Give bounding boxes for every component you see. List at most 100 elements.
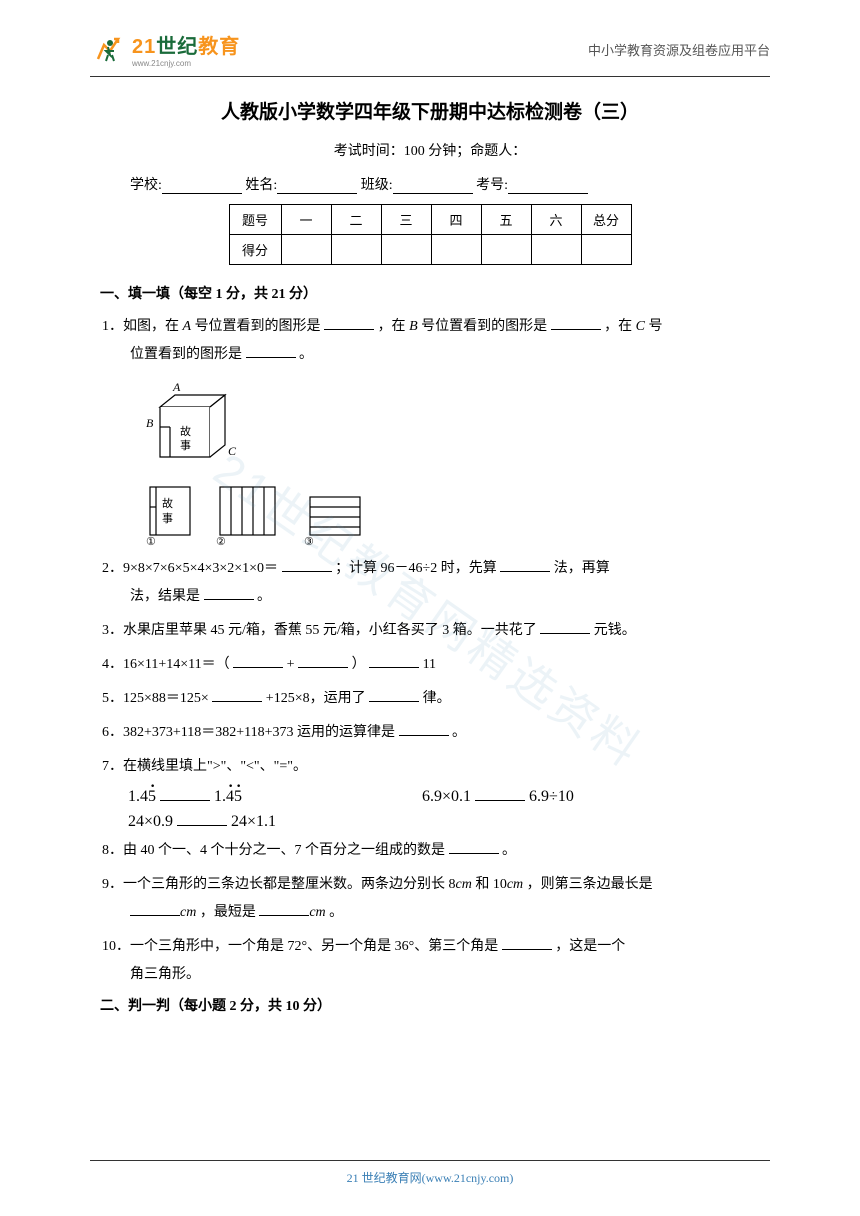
logo-text: 21世纪教育 www.21cnjy.com — [132, 30, 240, 68]
q2-b: ；计算 96－46÷2 时，先算 — [335, 561, 497, 576]
q10-a: 10．一个三角形中，一个角是 72°、另一个角是 36°、第三个角是 — [102, 939, 498, 954]
name-blank[interactable] — [277, 178, 357, 194]
q5-blank1[interactable] — [212, 688, 262, 702]
id-blank[interactable] — [508, 178, 588, 194]
question-6: 6．382+373+118＝382+118+373 运用的运算律是 。 — [100, 719, 760, 747]
q1-period: 。 — [299, 347, 313, 362]
document-subtitle: 考试时间：100 分钟；命题人： — [100, 140, 760, 160]
td-score-label: 得分 — [229, 235, 281, 265]
q8-a: 8．由 40 个一、4 个十分之一、7 个百分之一组成的数是 — [102, 843, 445, 858]
q10-blank1[interactable] — [502, 936, 552, 950]
question-5: 5．125×88＝125× +125×8，运用了 律。 — [100, 685, 760, 713]
logo-icon — [90, 31, 126, 67]
q7-blank2[interactable] — [475, 787, 525, 801]
svg-text:C: C — [228, 444, 237, 458]
q4-blank3[interactable] — [369, 654, 419, 668]
th-1: 一 — [281, 205, 331, 235]
q2-period: 。 — [257, 589, 271, 604]
q5-blank2[interactable] — [369, 688, 419, 702]
logo-url: www.21cnjy.com — [132, 59, 240, 68]
q1-B: B — [409, 319, 418, 334]
logo-shiji: 世纪 — [156, 36, 198, 58]
footer-divider — [90, 1160, 770, 1161]
question-4: 4．16×11+14×11＝（ + ） 11 — [100, 651, 760, 679]
q10-c: 角三角形。 — [130, 967, 200, 982]
q1-blank2[interactable] — [551, 316, 601, 330]
q4-c: ） — [352, 657, 366, 672]
q9-blank2[interactable] — [259, 902, 309, 916]
q8-period: 。 — [502, 843, 516, 858]
question-9: 9．一个三角形的三条边长都是整厘米数。两条边分别长 8cm 和 10cm ，则第… — [100, 871, 760, 927]
q4-a: 4．16×11+14×11＝（ — [102, 657, 230, 672]
q8-blank[interactable] — [449, 840, 499, 854]
q9-c: ，则第三条边最长是 — [527, 877, 653, 892]
q1-text7: 位置看到的图形是 — [130, 347, 242, 362]
score-cell[interactable] — [281, 235, 331, 265]
score-table: 题号 一 二 三 四 五 六 总分 得分 — [229, 204, 632, 265]
question-7: 7．在横线里填上">"、"<"、"="。 — [100, 753, 760, 781]
school-label: 学校: — [130, 178, 162, 193]
th-3: 三 — [381, 205, 431, 235]
q1-text: 1．如图，在 — [102, 319, 179, 334]
q9-cm2: cm — [507, 877, 523, 892]
th-5: 五 — [481, 205, 531, 235]
score-cell[interactable] — [531, 235, 581, 265]
q1-blank3[interactable] — [246, 344, 296, 358]
q7-blank1[interactable] — [160, 787, 210, 801]
q5-b: +125×8，运用了 — [266, 691, 366, 706]
logo-jiaoyu: 教育 — [198, 36, 240, 58]
school-blank[interactable] — [162, 178, 242, 194]
class-blank[interactable] — [393, 178, 473, 194]
table-row: 题号 一 二 三 四 五 六 总分 — [229, 205, 631, 235]
q2-blank2[interactable] — [500, 558, 550, 572]
name-label: 姓名: — [245, 178, 277, 193]
question-3: 3．水果店里苹果 45 元/箱，香蕉 55 元/箱，小红各买了 3 箱。一共花了… — [100, 617, 760, 645]
document-title: 人教版小学数学四年级下册期中达标检测卷（三） — [100, 97, 760, 124]
q1-text3: ，在 — [378, 319, 406, 334]
q2-c: 法，再算 — [554, 561, 610, 576]
q9-cm3: cm — [180, 905, 196, 920]
score-cell[interactable] — [381, 235, 431, 265]
q2-blank1[interactable] — [282, 558, 332, 572]
q1-blank1[interactable] — [324, 316, 374, 330]
class-label: 班级: — [361, 178, 393, 193]
question-8: 8．由 40 个一、4 个十分之一、7 个百分之一组成的数是 。 — [100, 837, 760, 865]
q7-l1a: 1.45 — [128, 788, 156, 805]
score-cell[interactable] — [581, 235, 631, 265]
q4-blank1[interactable] — [233, 654, 283, 668]
q3-blank[interactable] — [540, 620, 590, 634]
q1-text4: 号位置看到的图形是 — [421, 319, 547, 334]
q7-l2b: 24×1.1 — [231, 813, 276, 830]
score-cell[interactable] — [431, 235, 481, 265]
q7-blank3[interactable] — [177, 812, 227, 826]
q7-text: 7．在横线里填上">"、"<"、"="。 — [102, 759, 307, 774]
svg-text:③: ③ — [304, 536, 314, 547]
q2-blank3[interactable] — [204, 586, 254, 600]
q10-b: ，这是一个 — [555, 939, 625, 954]
q9-b: 和 10 — [475, 877, 507, 892]
q1-figure: A B C 故 事 故 事 ① ② — [140, 377, 760, 547]
q9-a: 9．一个三角形的三条边长都是整厘米数。两条边分别长 8 — [102, 877, 456, 892]
q9-period: 。 — [329, 905, 343, 920]
q3-end: 元钱。 — [594, 623, 636, 638]
q9-blank1[interactable] — [130, 902, 180, 916]
q9-d: ，最短是 — [200, 905, 256, 920]
th-2: 二 — [331, 205, 381, 235]
footer: 21 世纪教育网(www.21cnjy.com) — [0, 1160, 860, 1186]
score-cell[interactable] — [331, 235, 381, 265]
q4-d: 11 — [423, 657, 436, 672]
q4-blank2[interactable] — [298, 654, 348, 668]
th-total: 总分 — [581, 205, 631, 235]
th-4: 四 — [431, 205, 481, 235]
q7-row1: 1.45 1.45 6.9×0.1 6.9÷10 — [100, 787, 760, 806]
q9-cm4: cm — [309, 905, 325, 920]
score-cell[interactable] — [481, 235, 531, 265]
q4-b: + — [287, 657, 295, 672]
question-10: 10．一个三角形中，一个角是 72°、另一个角是 36°、第三个角是 ，这是一个… — [100, 933, 760, 989]
footer-text: 21 世纪教育网(www.21cnjy.com) — [0, 1169, 860, 1186]
svg-text:故: 故 — [180, 424, 191, 438]
q1-text5: ，在 — [604, 319, 632, 334]
section1-header: 一、填一填（每空 1 分，共 21 分） — [100, 283, 760, 303]
q6-blank[interactable] — [399, 722, 449, 736]
header-right-text: 中小学教育资源及组卷应用平台 — [588, 40, 770, 59]
